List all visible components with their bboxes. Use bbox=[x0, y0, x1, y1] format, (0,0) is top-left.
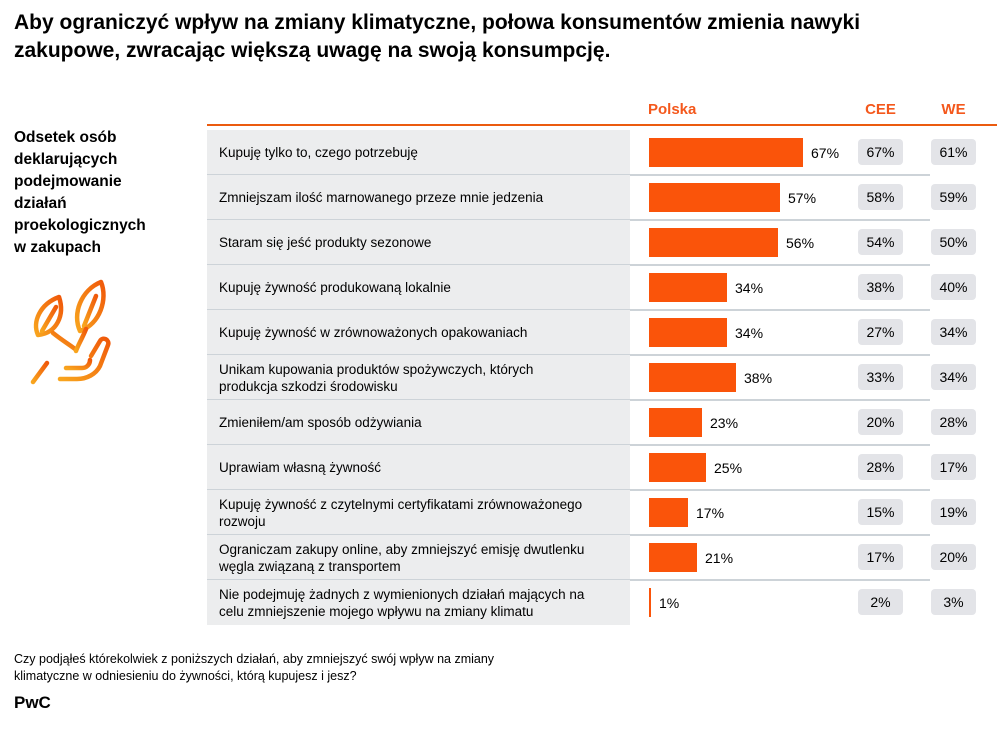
header-divider bbox=[207, 124, 997, 126]
polska-bar bbox=[649, 543, 697, 572]
we-value-chip: 61% bbox=[931, 139, 976, 165]
we-value-chip: 17% bbox=[931, 454, 976, 480]
polska-bar bbox=[649, 588, 651, 617]
polska-value-label: 67% bbox=[811, 144, 840, 161]
chart-row: Uprawiam własną żywność 25% 28% 17% bbox=[207, 444, 1000, 490]
cee-value-chip: 58% bbox=[858, 184, 903, 210]
polska-value-label: 34% bbox=[735, 324, 764, 341]
we-value-chip: 28% bbox=[931, 409, 976, 435]
cee-value-chip: 38% bbox=[858, 274, 903, 300]
category-label: Zmniejszam ilość marnowanego przeze mnie… bbox=[207, 175, 630, 220]
cee-value-chip: 33% bbox=[858, 364, 903, 390]
chart-description: Odsetek osób deklarujących podejmowanie … bbox=[14, 129, 146, 256]
cee-value-chip: 54% bbox=[858, 229, 903, 255]
polska-value-label: 23% bbox=[710, 414, 739, 431]
polska-bar bbox=[649, 453, 706, 482]
polska-value-label: 38% bbox=[744, 369, 773, 386]
bar-chart: Kupuję tylko to, czego potrzebuję 67% 67… bbox=[207, 130, 1000, 625]
we-value-chip: 40% bbox=[931, 274, 976, 300]
we-value-chip: 3% bbox=[931, 589, 976, 615]
cee-value-chip: 17% bbox=[858, 544, 903, 570]
polska-value-label: 56% bbox=[786, 234, 815, 251]
polska-value-label: 57% bbox=[788, 189, 817, 206]
polska-value-label: 17% bbox=[696, 504, 725, 521]
chart-row: Kupuję żywność z czytelnymi certyfikatam… bbox=[207, 489, 1000, 535]
chart-row: Kupuję żywność w zrównoważonych opakowan… bbox=[207, 309, 1000, 355]
we-value-chip: 50% bbox=[931, 229, 976, 255]
category-label: Nie podejmuję żadnych z wymienionych dzi… bbox=[207, 580, 630, 625]
we-value-chip: 34% bbox=[931, 319, 976, 345]
we-value-chip: 59% bbox=[931, 184, 976, 210]
chart-row: Kupuję żywność produkowaną lokalnie 34% … bbox=[207, 264, 1000, 310]
category-label: Uprawiam własną żywność bbox=[207, 445, 630, 490]
chart-row: Staram się jeść produkty sezonowe 56% 54… bbox=[207, 219, 1000, 265]
polska-bar bbox=[649, 363, 736, 392]
polska-bar bbox=[649, 408, 702, 437]
polska-bar bbox=[649, 183, 780, 212]
polska-value-label: 1% bbox=[659, 594, 680, 611]
chart-row: Kupuję tylko to, czego potrzebuję 67% 67… bbox=[207, 130, 1000, 175]
cee-value-chip: 67% bbox=[858, 139, 903, 165]
chart-row: Ograniczam zakupy online, aby zmniejszyć… bbox=[207, 534, 1000, 580]
cee-value-chip: 28% bbox=[858, 454, 903, 480]
category-label: Ograniczam zakupy online, aby zmniejszyć… bbox=[207, 535, 630, 580]
chart-row: Zmniejszam ilość marnowanego przeze mnie… bbox=[207, 174, 1000, 220]
page-title: Aby ograniczyć wpływ na zmiany klimatycz… bbox=[14, 11, 861, 62]
polska-bar bbox=[649, 228, 778, 257]
category-label: Kupuję żywność w zrównoważonych opakowan… bbox=[207, 310, 630, 355]
chart-row: Zmieniłem/am sposób odżywiania 23% 20% 2… bbox=[207, 399, 1000, 445]
category-label: Kupuję tylko to, czego potrzebuję bbox=[207, 130, 630, 175]
column-header-we: WE bbox=[941, 101, 966, 118]
we-value-chip: 19% bbox=[931, 499, 976, 525]
category-label: Kupuję żywność produkowaną lokalnie bbox=[207, 265, 630, 310]
polska-value-label: 25% bbox=[714, 459, 743, 476]
category-label: Zmieniłem/am sposób odżywiania bbox=[207, 400, 630, 445]
polska-value-label: 34% bbox=[735, 279, 764, 296]
cee-value-chip: 15% bbox=[858, 499, 903, 525]
column-header-cee: CEE bbox=[865, 101, 896, 118]
category-label: Kupuję żywność z czytelnymi certyfikatam… bbox=[207, 490, 630, 535]
polska-bar bbox=[649, 138, 803, 167]
chart-row: Unikam kupowania produktów spożywczych, … bbox=[207, 354, 1000, 400]
column-header-polska: Polska bbox=[648, 101, 697, 118]
polska-bar bbox=[649, 273, 727, 302]
we-value-chip: 20% bbox=[931, 544, 976, 570]
hand-holding-leaves-icon bbox=[24, 276, 124, 400]
cee-value-chip: 20% bbox=[858, 409, 903, 435]
category-label: Unikam kupowania produktów spożywczych, … bbox=[207, 355, 630, 400]
polska-value-label: 21% bbox=[705, 549, 734, 566]
cee-value-chip: 2% bbox=[858, 589, 903, 615]
pwc-logo: PwC bbox=[14, 693, 51, 712]
cee-value-chip: 27% bbox=[858, 319, 903, 345]
polska-bar bbox=[649, 318, 727, 347]
we-value-chip: 34% bbox=[931, 364, 976, 390]
chart-row: Nie podejmuję żadnych z wymienionych dzi… bbox=[207, 579, 1000, 625]
survey-question: Czy podjąłeś którekolwiek z poniższych d… bbox=[14, 652, 495, 683]
polska-bar bbox=[649, 498, 688, 527]
category-label: Staram się jeść produkty sezonowe bbox=[207, 220, 630, 265]
